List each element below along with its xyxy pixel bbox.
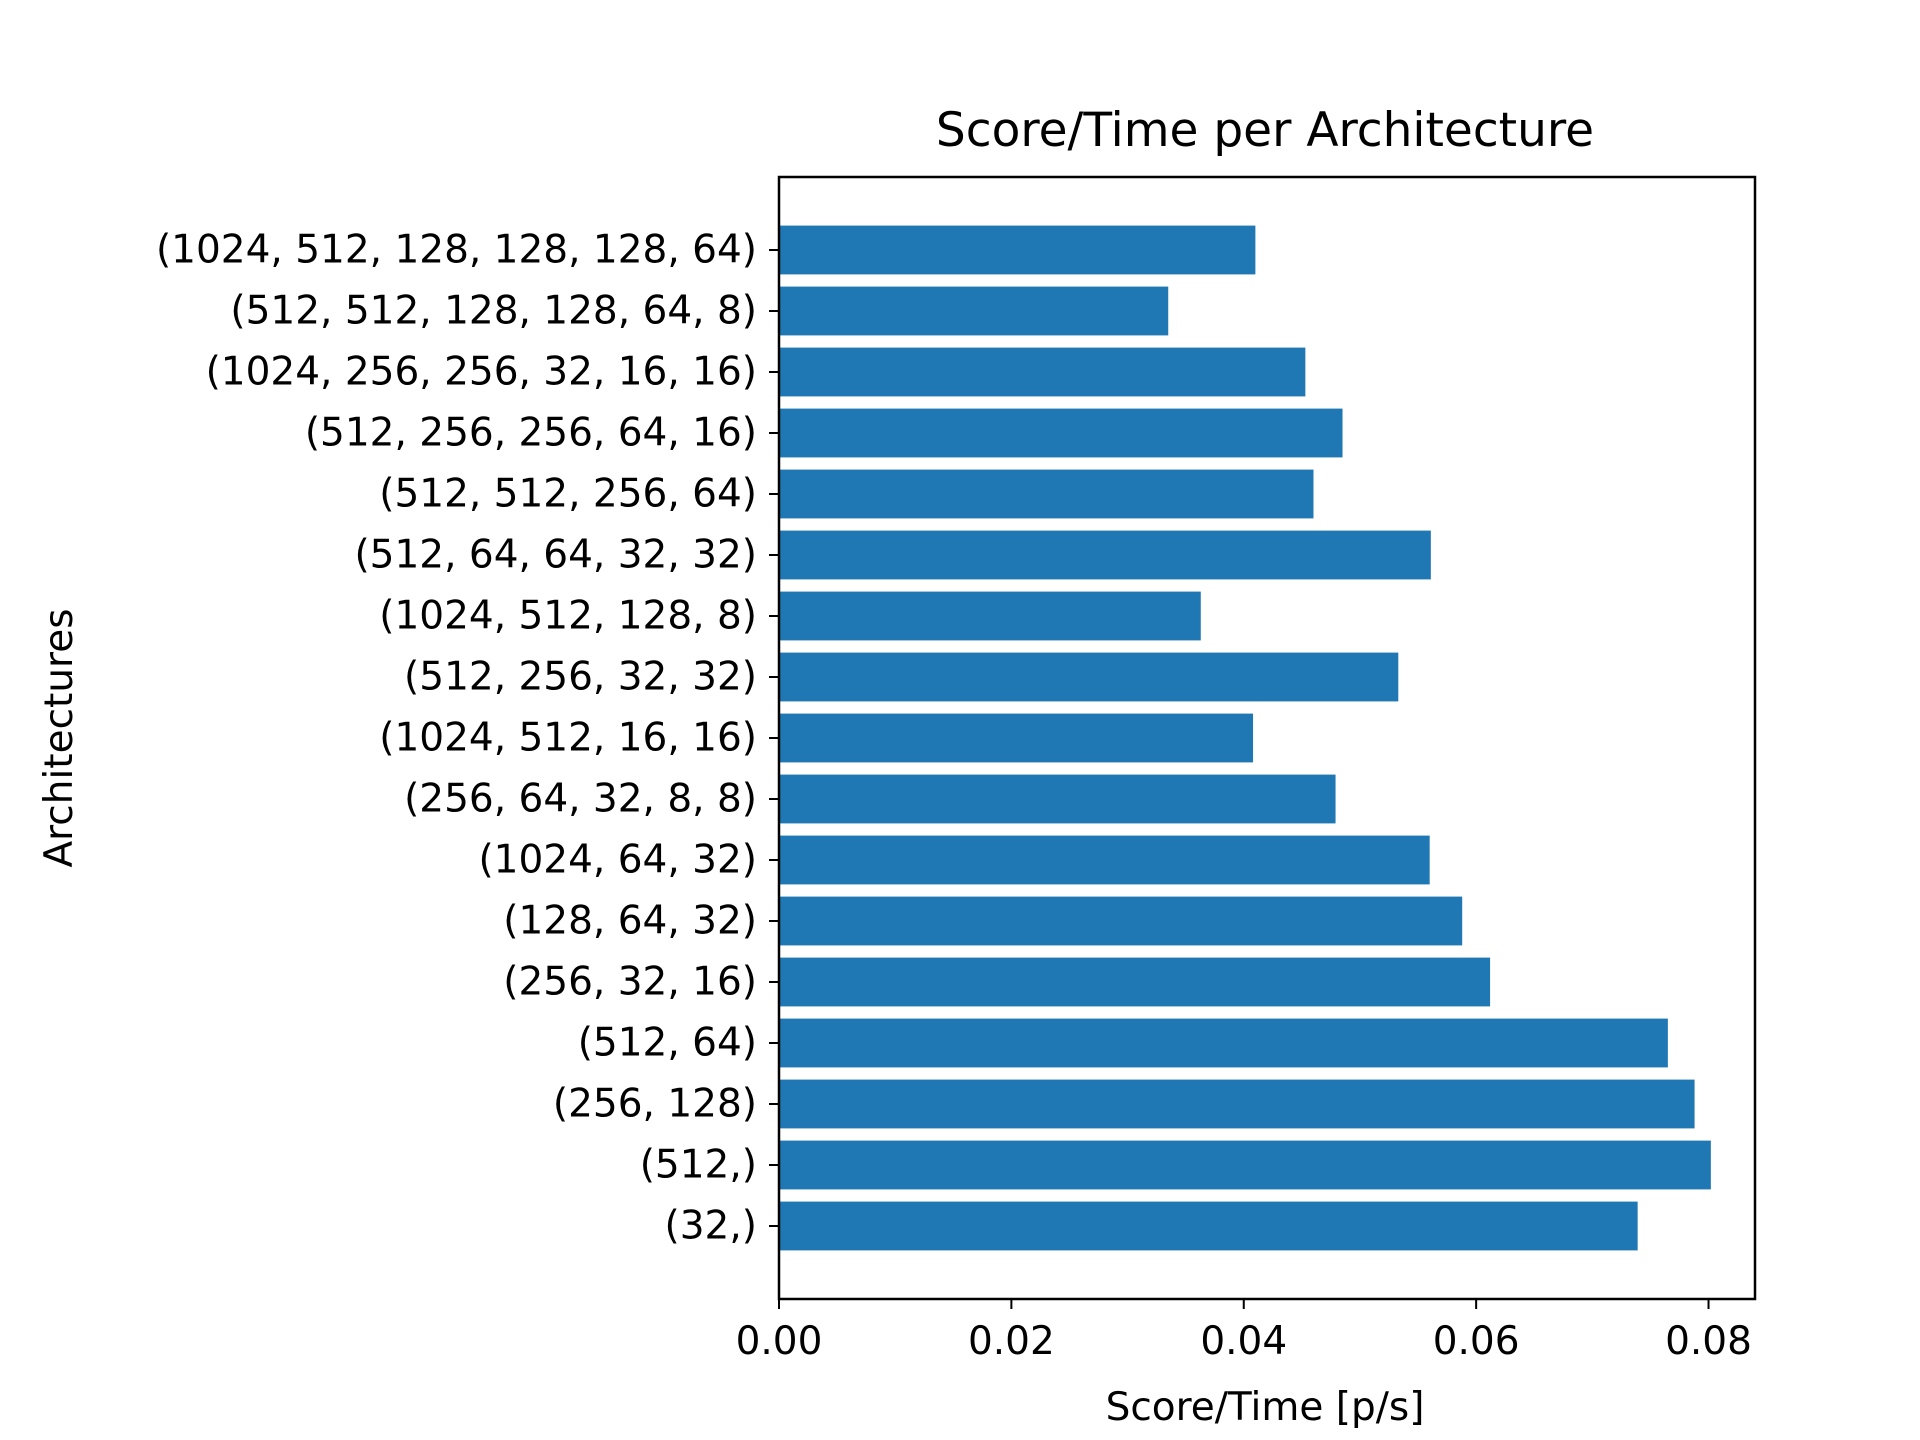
bar (779, 1140, 1711, 1190)
bar (779, 408, 1343, 458)
y-tick-label: (512, 64, 64, 32, 32) (354, 533, 757, 578)
bar (779, 957, 1491, 1007)
y-tick-label: (512, 512, 128, 128, 64, 8) (230, 289, 757, 334)
bar (779, 1018, 1668, 1068)
bar (779, 1201, 1638, 1251)
y-tick-label: (512,) (640, 1143, 757, 1188)
y-tick-label: (512, 256, 256, 64, 16) (305, 411, 757, 456)
y-tick-label: (1024, 64, 32) (478, 838, 757, 883)
y-tick-label: (32,) (665, 1204, 757, 1249)
y-tick-label: (512, 64) (578, 1021, 757, 1066)
bars-group (779, 225, 1711, 1251)
bar (779, 896, 1463, 946)
y-tick-label: (256, 128) (553, 1082, 757, 1127)
y-tick-label: (512, 256, 32, 32) (404, 655, 757, 700)
bar (779, 1079, 1695, 1129)
y-tick-label: (1024, 512, 128, 128, 128, 64) (156, 228, 757, 273)
x-tick-label: 0.08 (1665, 1319, 1752, 1364)
bar (779, 652, 1399, 702)
bar (779, 530, 1431, 580)
y-tick-label: (1024, 512, 16, 16) (379, 716, 757, 761)
bar (779, 835, 1430, 885)
bar (779, 774, 1336, 824)
bar (779, 347, 1306, 397)
chart-title: Score/Time per Architecture (936, 103, 1594, 158)
y-tick-label: (256, 64, 32, 8, 8) (404, 777, 757, 822)
x-tick-label: 0.02 (968, 1319, 1055, 1364)
y-axis-label: Architectures (37, 608, 82, 867)
y-tick-label: (128, 64, 32) (503, 899, 757, 944)
x-tick-label: 0.00 (736, 1319, 823, 1364)
y-tick-label: (1024, 256, 256, 32, 16, 16) (206, 350, 757, 395)
x-axis-label: Score/Time [p/s] (1106, 1385, 1425, 1430)
bar (779, 225, 1256, 275)
bar (779, 713, 1254, 763)
bar (779, 591, 1201, 641)
y-tick-label: (256, 32, 16) (503, 960, 757, 1005)
bar (779, 286, 1169, 336)
y-tick-label: (1024, 512, 128, 8) (379, 594, 757, 639)
bar (779, 469, 1314, 519)
x-tick-label: 0.06 (1433, 1319, 1520, 1364)
y-tick-label: (512, 512, 256, 64) (379, 472, 757, 517)
x-axis: 0.00 0.02 0.04 0.06 0.08 (736, 1299, 1752, 1364)
x-tick-label: 0.04 (1200, 1319, 1287, 1364)
y-axis: (1024, 512, 128, 128, 128, 64) (512, 512,… (156, 228, 779, 1249)
